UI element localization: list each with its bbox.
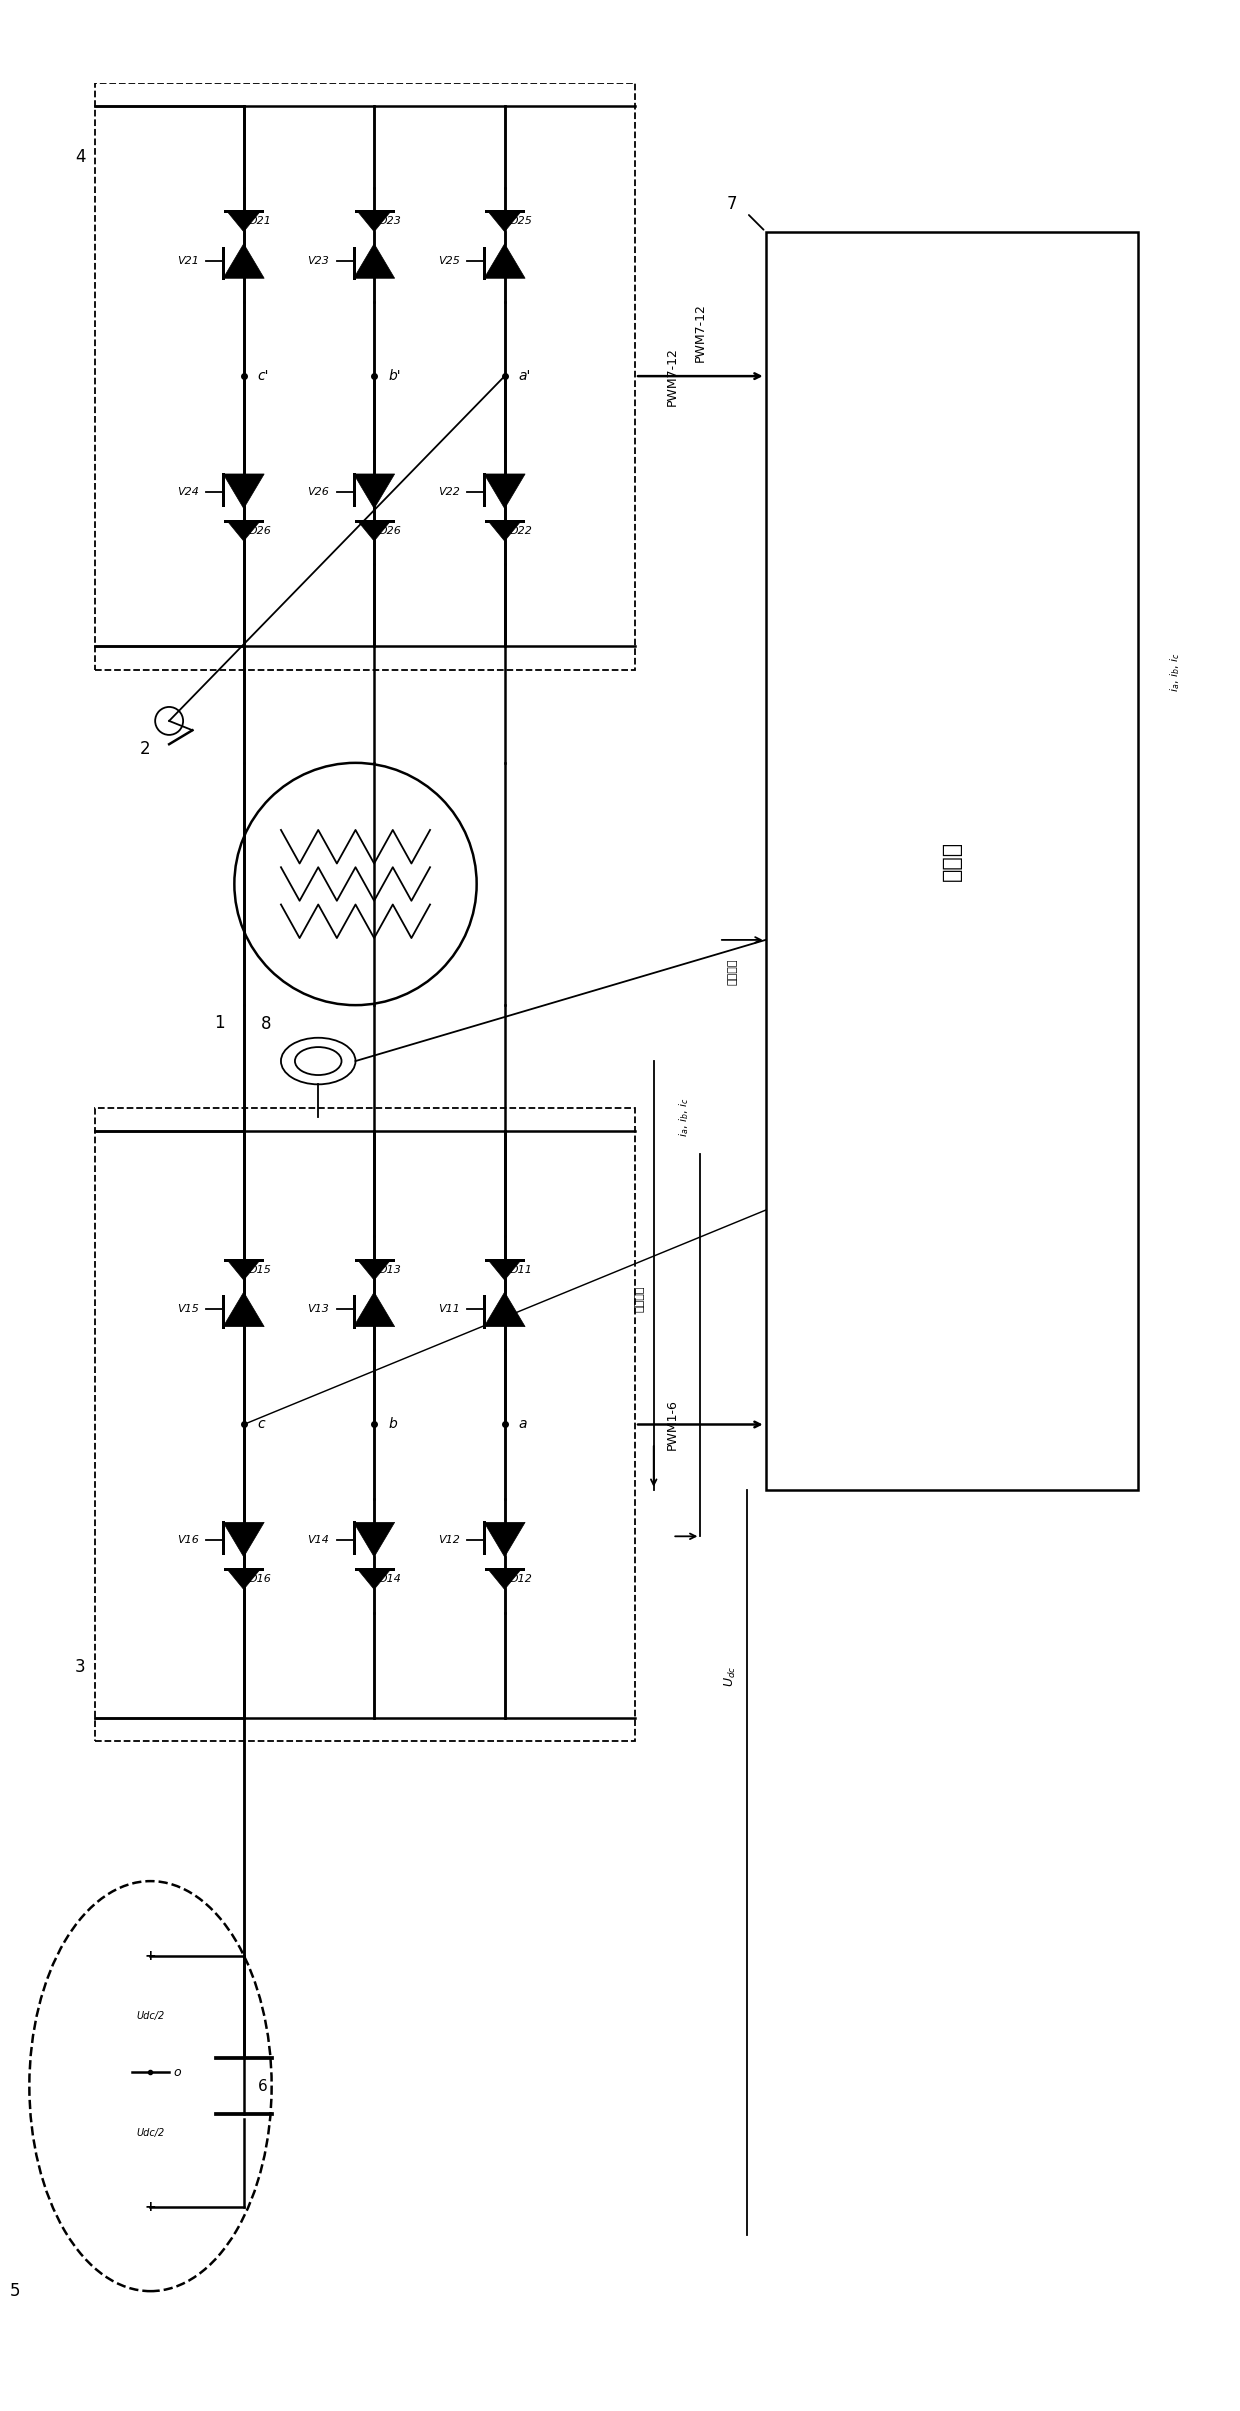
Text: D15: D15	[248, 1266, 272, 1275]
Polygon shape	[223, 1292, 264, 1326]
Text: PWM7-12: PWM7-12	[666, 347, 678, 405]
Text: D25: D25	[510, 217, 532, 227]
Text: 位置信号: 位置信号	[728, 960, 738, 986]
Text: 7: 7	[727, 195, 738, 212]
Text: b': b'	[388, 369, 401, 383]
Bar	[94, 1107, 635, 1741]
Bar	[765, 231, 1138, 1490]
Polygon shape	[227, 1259, 260, 1280]
Text: 6: 6	[258, 2078, 268, 2093]
Text: 8: 8	[262, 1015, 272, 1032]
Text: $i_a$, $i_b$, $i_c$: $i_a$, $i_b$, $i_c$	[677, 1097, 691, 1138]
Text: V11: V11	[438, 1304, 460, 1314]
Text: $U_{dc}$: $U_{dc}$	[723, 1666, 738, 1688]
Polygon shape	[357, 212, 391, 231]
Polygon shape	[487, 1570, 521, 1589]
Polygon shape	[227, 521, 260, 540]
Text: c': c'	[258, 369, 269, 383]
Polygon shape	[357, 1259, 391, 1280]
Text: D22: D22	[510, 526, 532, 535]
Text: o: o	[174, 2066, 181, 2078]
Text: +: +	[145, 1948, 156, 1963]
Text: 位置信号: 位置信号	[635, 1285, 645, 1312]
Polygon shape	[223, 244, 264, 277]
Polygon shape	[353, 244, 394, 277]
Text: 5: 5	[10, 2281, 20, 2300]
Text: V15: V15	[177, 1304, 198, 1314]
Polygon shape	[353, 1521, 394, 1558]
Text: D26: D26	[248, 526, 272, 535]
Text: b: b	[388, 1418, 397, 1432]
Text: PWM1-6: PWM1-6	[666, 1398, 678, 1449]
Polygon shape	[357, 521, 391, 540]
Text: $i_a$, $i_b$, $i_c$: $i_a$, $i_b$, $i_c$	[1168, 651, 1183, 692]
Polygon shape	[357, 1570, 391, 1589]
Text: V12: V12	[438, 1536, 460, 1545]
Text: 3: 3	[74, 1659, 86, 1676]
Text: D16: D16	[248, 1574, 272, 1584]
Text: 4: 4	[74, 147, 86, 166]
Text: V26: V26	[308, 487, 330, 497]
Text: V24: V24	[177, 487, 198, 497]
Text: c: c	[258, 1418, 265, 1432]
Polygon shape	[484, 244, 525, 277]
Bar	[94, 82, 635, 670]
Text: D14: D14	[378, 1574, 402, 1584]
Text: D13: D13	[378, 1266, 402, 1275]
Polygon shape	[353, 475, 394, 509]
Polygon shape	[227, 212, 260, 231]
Polygon shape	[484, 1521, 525, 1558]
Text: D11: D11	[510, 1266, 532, 1275]
Text: Udc/2: Udc/2	[136, 2129, 165, 2139]
Text: a': a'	[518, 369, 531, 383]
Polygon shape	[227, 1570, 260, 1589]
Text: 2: 2	[140, 740, 150, 757]
Polygon shape	[487, 1259, 521, 1280]
Polygon shape	[484, 1292, 525, 1326]
Polygon shape	[353, 1292, 394, 1326]
Polygon shape	[487, 212, 521, 231]
Polygon shape	[484, 475, 525, 509]
Polygon shape	[487, 521, 521, 540]
Text: +: +	[145, 2201, 156, 2213]
Text: V14: V14	[308, 1536, 330, 1545]
Text: PWM7-12: PWM7-12	[694, 304, 707, 362]
Text: V25: V25	[438, 256, 460, 265]
Text: V22: V22	[438, 487, 460, 497]
Text: 1: 1	[215, 1015, 224, 1032]
Text: V21: V21	[177, 256, 198, 265]
Text: a: a	[518, 1418, 527, 1432]
Polygon shape	[223, 1521, 264, 1558]
Polygon shape	[223, 475, 264, 509]
Text: Udc/2: Udc/2	[136, 2011, 165, 2020]
Text: V23: V23	[308, 256, 330, 265]
Text: D23: D23	[378, 217, 402, 227]
Text: V16: V16	[177, 1536, 198, 1545]
Text: D21: D21	[248, 217, 272, 227]
Text: D26: D26	[378, 526, 402, 535]
Text: D12: D12	[510, 1574, 532, 1584]
Text: 控制器: 控制器	[942, 841, 962, 880]
Text: V13: V13	[308, 1304, 330, 1314]
